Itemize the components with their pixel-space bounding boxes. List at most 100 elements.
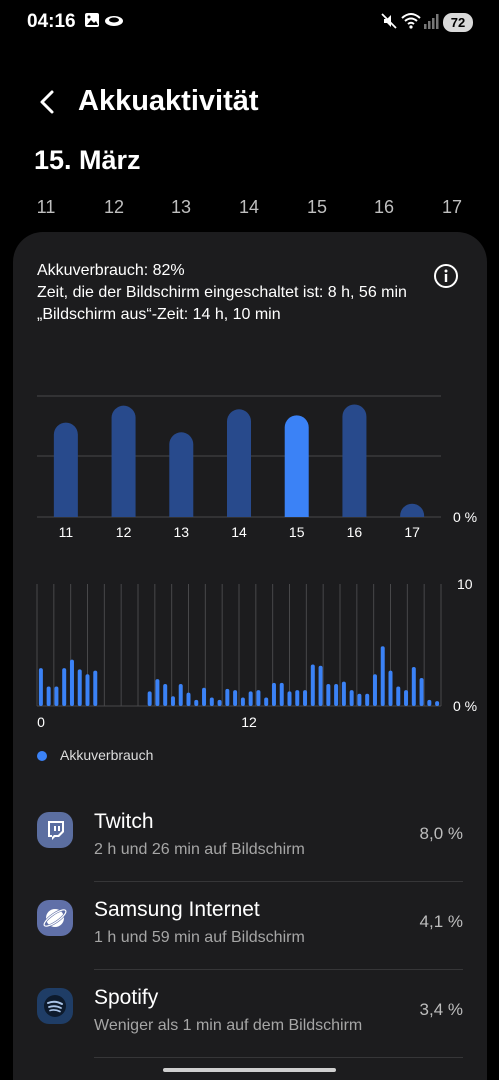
usage-summary: Akkuverbrauch: 82% Zeit, die der Bildsch… — [37, 260, 407, 326]
hour-bar — [318, 665, 323, 706]
divider — [94, 969, 463, 970]
app-screen-time: 2 h und 26 min auf Bildschirm — [94, 841, 305, 858]
day-tab-15[interactable]: 15 — [306, 197, 328, 217]
hour-bar — [170, 696, 175, 706]
day-tab-16[interactable]: 16 — [373, 197, 395, 217]
legend-swatch — [37, 751, 47, 761]
hour-bar — [326, 684, 331, 706]
hour-bar — [365, 693, 370, 706]
divider — [94, 1057, 463, 1058]
app-name: Twitch — [94, 810, 154, 833]
hour-bar — [380, 646, 385, 706]
hour-bar — [279, 682, 284, 706]
hour-bar — [341, 681, 346, 706]
app-item-spotify[interactable]: Spotify Weniger als 1 min auf dem Bildsc… — [13, 970, 487, 1058]
x-tick-label: 16 — [347, 524, 363, 540]
hour-bar — [46, 686, 51, 706]
day-bar-13 — [169, 432, 194, 517]
day-tab-12[interactable]: 12 — [103, 197, 125, 217]
hour-bar — [264, 697, 269, 706]
hour-bar — [217, 699, 222, 706]
hour-bar — [178, 684, 183, 706]
app-percent: 4,1 % — [419, 912, 463, 931]
day-tab-14[interactable]: 14 — [238, 197, 260, 217]
app-item-twitch[interactable]: Twitch 2 h und 26 min auf Bildschirm 8,0… — [13, 794, 487, 882]
y-tick-label: 10 — [457, 576, 473, 592]
y-tick-label: 0 % — [453, 509, 477, 525]
day-bar-14 — [227, 409, 251, 517]
signal-icon — [424, 14, 439, 29]
x-tick-label: 17 — [404, 524, 420, 540]
hour-bar — [54, 686, 59, 706]
screen-on-time: Zeit, die der Bildschirm eingeschaltet i… — [37, 284, 407, 301]
battery-icon: 72 — [443, 13, 473, 32]
day-bar-11 — [53, 422, 78, 517]
hour-bar — [77, 669, 82, 706]
hour-bar — [427, 699, 432, 706]
hour-bar — [435, 701, 440, 706]
day-tab-13[interactable]: 13 — [170, 197, 192, 217]
hour-bar — [147, 691, 152, 706]
day-tab-11[interactable]: 11 — [36, 197, 56, 217]
app-name: Samsung Internet — [94, 898, 260, 921]
hour-bar — [372, 674, 377, 706]
x-tick-label: 12 — [116, 524, 132, 540]
chevron-left-icon — [40, 90, 54, 114]
wifi-icon — [401, 13, 421, 29]
hour-bar — [303, 690, 308, 706]
hour-bar — [349, 690, 354, 706]
page-title: Akkuaktivität — [78, 85, 259, 117]
back-button[interactable] — [32, 86, 64, 118]
hour-bar — [310, 664, 315, 706]
legend-label: Akkuverbrauch — [60, 747, 154, 763]
status-bar: 04:16 72 — [0, 0, 499, 46]
home-indicator[interactable] — [163, 1068, 336, 1072]
hour-bar — [233, 690, 238, 706]
battery-charts: 11 12 13 14 15 16 17 0 % 0 12 10 0 % — [36, 395, 477, 730]
samsung-internet-icon — [37, 900, 73, 936]
day-bar-12 — [111, 405, 136, 517]
battery-card: Akkuverbrauch: 82% Zeit, die der Bildsch… — [13, 232, 487, 1080]
hour-bar — [155, 679, 160, 706]
day-bar-17 — [400, 503, 425, 517]
twitch-icon — [37, 812, 73, 848]
hour-bar — [271, 682, 276, 706]
hour-bar — [287, 691, 292, 706]
hour-bar — [85, 674, 90, 706]
day-tab-17[interactable]: 17 — [441, 197, 463, 217]
x-tick-label: 11 — [59, 524, 74, 540]
hour-bar — [69, 659, 74, 706]
hour-bar — [256, 690, 261, 706]
hour-bar — [209, 697, 214, 706]
app-screen-time: Weniger als 1 min auf dem Bildschirm — [94, 1017, 363, 1034]
hour-bar — [396, 686, 401, 706]
mute-icon — [381, 13, 397, 29]
day-bar-15 — [284, 415, 309, 517]
spotify-icon — [37, 988, 73, 1024]
hour-bar — [357, 693, 362, 706]
app-item-samsung-internet[interactable]: Samsung Internet 1 h und 59 min auf Bild… — [13, 882, 487, 970]
screen-off-time: „Bildschirm aus“-Zeit: 14 h, 10 min — [37, 306, 281, 323]
hour-bar — [93, 670, 98, 706]
hour-bar — [295, 690, 300, 706]
app-name: Spotify — [94, 986, 159, 1009]
usage-total: Akkuverbrauch: 82% — [37, 262, 185, 279]
hour-bar — [419, 677, 424, 706]
hour-bar — [186, 692, 191, 706]
x-tick-label: 0 — [37, 714, 45, 730]
cloud-icon — [105, 16, 123, 26]
divider — [94, 881, 463, 882]
hour-bar — [163, 684, 168, 706]
hour-bar — [248, 691, 253, 706]
x-tick-label: 14 — [231, 524, 247, 540]
hour-bar — [388, 670, 393, 706]
info-icon[interactable] — [433, 263, 459, 289]
app-percent: 3,4 % — [419, 1000, 463, 1019]
hour-bar — [38, 668, 43, 706]
hour-bar — [194, 699, 199, 706]
day-bar-16 — [342, 404, 367, 517]
status-time: 04:16 — [27, 11, 76, 32]
hour-bar — [240, 697, 245, 706]
hour-bar — [62, 668, 67, 706]
y-tick-label: 0 % — [453, 698, 477, 714]
